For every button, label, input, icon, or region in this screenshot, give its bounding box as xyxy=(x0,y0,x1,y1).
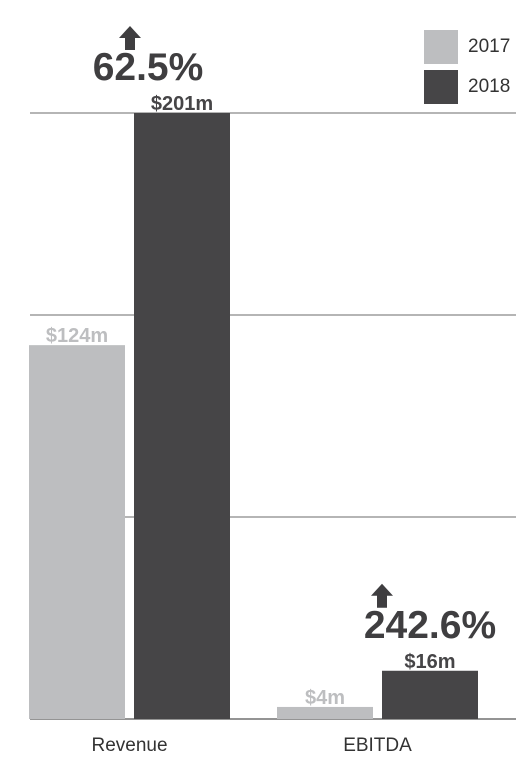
up-arrow-icon xyxy=(119,26,141,50)
up-arrow-icon xyxy=(371,583,393,608)
bar-ebitda-2017 xyxy=(277,706,373,719)
bar-ebitda-2018 xyxy=(382,670,478,719)
category-label-revenue: Revenue xyxy=(91,735,167,756)
value-label-ebitda-2018: $16m xyxy=(404,651,455,673)
legend: 2017 2018 xyxy=(424,30,510,110)
value-label-revenue-2017: $124m xyxy=(46,325,108,347)
legend-swatch-2017 xyxy=(424,30,458,64)
legend-item-2018: 2018 xyxy=(424,70,510,104)
legend-item-2017: 2017 xyxy=(424,30,510,64)
growth-label-revenue: 62.5% xyxy=(93,46,204,89)
legend-swatch-2018 xyxy=(424,70,458,104)
value-label-ebitda-2017: $4m xyxy=(305,687,345,709)
value-label-revenue-2018: $201m xyxy=(151,93,213,115)
bar-revenue-2017 xyxy=(29,345,125,719)
legend-label-2017: 2017 xyxy=(468,36,511,57)
category-label-ebitda: EBITDA xyxy=(343,735,412,756)
bar-revenue-2018 xyxy=(134,113,230,719)
legend-label-2018: 2018 xyxy=(468,76,511,97)
growth-label-ebitda: 242.6% xyxy=(364,604,496,647)
